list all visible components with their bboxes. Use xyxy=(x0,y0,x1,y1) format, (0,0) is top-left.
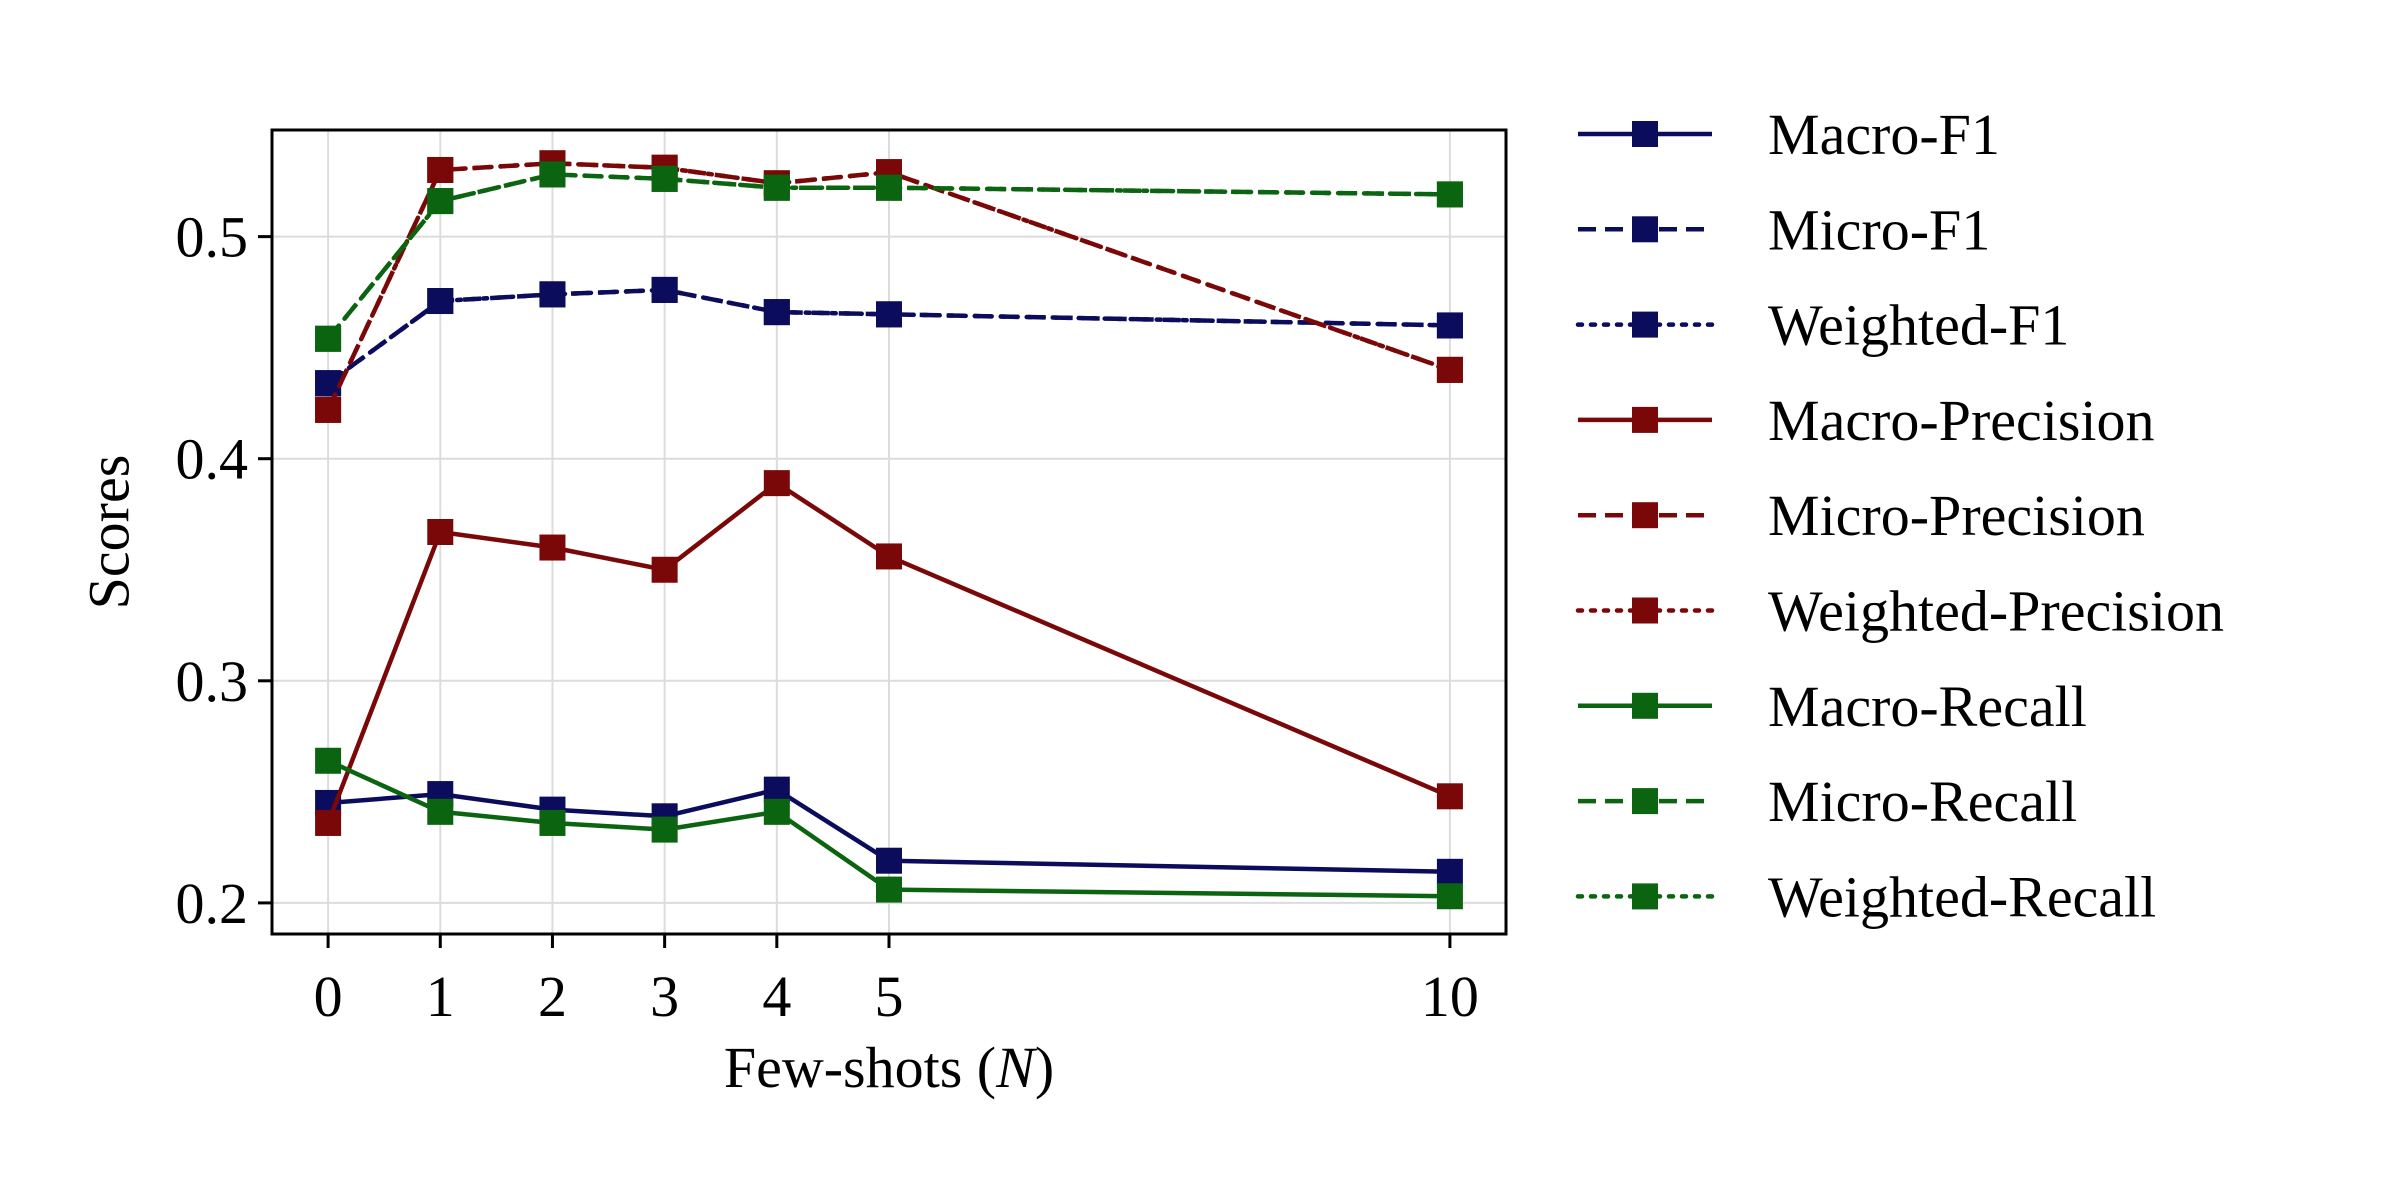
data-point-macro-precision xyxy=(763,470,790,497)
data-point-macro-precision xyxy=(876,543,902,570)
x-tick-label: 5 xyxy=(875,964,904,1029)
x-tick-label: 2 xyxy=(538,964,567,1029)
data-point-weighted-f1 xyxy=(315,370,342,397)
data-point-macro-f1 xyxy=(763,776,790,803)
data-point-macro-recall xyxy=(651,816,678,843)
data-point-weighted-recall xyxy=(1436,181,1463,208)
y-tick-label: 0.2 xyxy=(176,871,249,936)
tick-layer: 0 1 2 3 4 5 10 0.2 0.3 0.4 0.5 xyxy=(176,205,1479,1029)
x-tick-label: 3 xyxy=(650,964,679,1029)
data-point-weighted-precision xyxy=(315,396,342,423)
data-point-macro-recall xyxy=(539,809,566,836)
data-point-weighted-recall xyxy=(651,165,678,192)
data-point-weighted-precision xyxy=(427,156,454,183)
data-point-macro-precision xyxy=(651,556,678,583)
legend-label-macro-f1: Macro-F1 xyxy=(1768,102,2000,167)
data-point-macro-f1 xyxy=(1436,858,1463,885)
data-point-weighted-f1 xyxy=(763,299,790,326)
data-point-macro-recall xyxy=(1436,883,1463,910)
data-point-weighted-recall xyxy=(427,188,454,215)
series-layer xyxy=(315,150,1463,910)
data-point-weighted-recall xyxy=(876,174,902,201)
legend-marker-macro-f1 xyxy=(1632,121,1658,147)
legend-marker-macro-recall xyxy=(1632,692,1658,719)
legend-label-micro-recall: Micro-Recall xyxy=(1768,769,2077,834)
data-point-macro-precision xyxy=(1436,783,1463,810)
data-point-weighted-recall xyxy=(315,325,342,352)
data-point-weighted-f1 xyxy=(427,288,454,315)
x-tick-label: 10 xyxy=(1421,964,1479,1029)
data-point-weighted-precision xyxy=(1436,356,1463,383)
y-tick-label: 0.4 xyxy=(176,427,249,492)
x-axis-label-variable: N xyxy=(995,1035,1038,1100)
data-point-weighted-f1 xyxy=(876,301,902,328)
data-point-macro-recall xyxy=(876,876,902,903)
legend-label-weighted-f1: Weighted-F1 xyxy=(1768,293,2069,358)
x-axis-label-suffix: ) xyxy=(1035,1035,1054,1100)
data-point-weighted-f1 xyxy=(651,276,678,303)
legend-marker-weighted-precision xyxy=(1632,597,1658,624)
grid-layer xyxy=(272,130,1506,934)
x-tick-label: 4 xyxy=(762,964,791,1029)
x-tick-label: 0 xyxy=(314,964,343,1029)
data-point-macro-recall xyxy=(315,747,342,774)
legend-label-macro-precision: Macro-Precision xyxy=(1768,388,2155,453)
data-point-weighted-recall xyxy=(763,174,790,201)
legend-marker-micro-recall xyxy=(1632,788,1658,815)
legend-marker-macro-precision xyxy=(1632,406,1658,433)
legend-label-macro-recall: Macro-Recall xyxy=(1768,674,2087,739)
legend-label-micro-f1: Micro-F1 xyxy=(1768,197,1990,262)
data-point-macro-recall xyxy=(763,798,790,825)
legend-label-weighted-precision: Weighted-Precision xyxy=(1768,579,2224,644)
data-point-weighted-recall xyxy=(539,161,566,188)
x-axis-label-prefix: Few-shots ( xyxy=(724,1035,996,1100)
data-point-macro-precision xyxy=(427,519,454,545)
legend-marker-weighted-recall xyxy=(1632,883,1658,910)
y-axis-label: Scores xyxy=(76,455,141,610)
data-point-macro-precision xyxy=(539,534,566,561)
y-tick-label: 0.5 xyxy=(176,205,249,270)
legend: Macro-F1 Micro-F1 Weighted-F1 Macro-Precisi… xyxy=(1575,102,2224,929)
legend-label-weighted-recall: Weighted-Recall xyxy=(1768,864,2156,929)
legend-marker-weighted-f1 xyxy=(1632,311,1658,338)
data-point-macro-f1 xyxy=(876,847,902,874)
legend-marker-micro-precision xyxy=(1632,502,1658,529)
y-tick-label: 0.3 xyxy=(176,649,249,714)
data-point-weighted-f1 xyxy=(1436,312,1463,339)
x-tick-label: 1 xyxy=(426,964,455,1029)
data-point-weighted-f1 xyxy=(539,281,566,308)
data-point-macro-recall xyxy=(427,798,454,825)
x-axis-label: Few-shots (N) xyxy=(724,1035,1054,1100)
legend-marker-micro-f1 xyxy=(1632,216,1658,243)
legend-label-micro-precision: Micro-Precision xyxy=(1768,483,2145,548)
data-point-macro-precision xyxy=(315,809,342,836)
